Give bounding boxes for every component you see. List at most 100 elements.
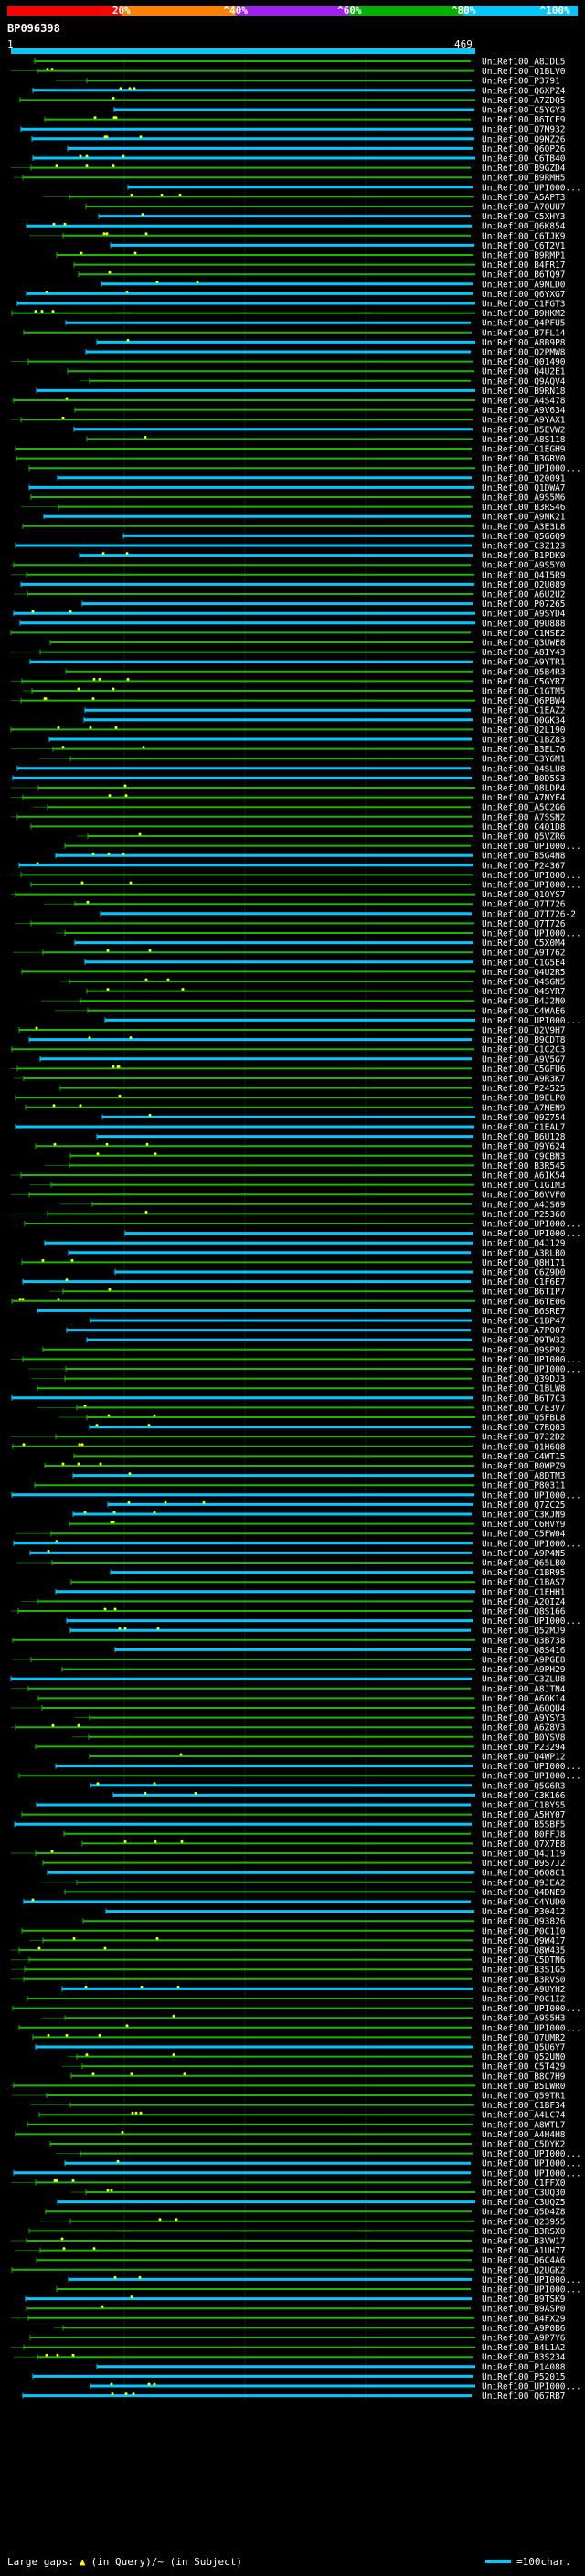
hit-label[interactable]: UniRef100_A6IK54 [482, 1171, 566, 1182]
hit-label[interactable]: UniRef100_UPI000... [482, 1539, 581, 1549]
hit-label[interactable]: UniRef100_UPI000... [482, 2275, 581, 2285]
hit-label[interactable]: UniRef100_B6U128 [482, 1132, 566, 1142]
hit-label[interactable]: UniRef100_UPI000... [482, 1762, 581, 1772]
hit-label[interactable]: UniRef100_B3S234 [482, 2353, 566, 2363]
hit-label[interactable]: UniRef100_Q5FBL8 [482, 1414, 566, 1424]
hit-label[interactable]: UniRef100_C3Y6M1 [482, 755, 566, 765]
hit-label[interactable]: UniRef100_Q1H6Q8 [482, 1442, 566, 1452]
hit-label[interactable]: UniRef100_Q23955 [482, 2217, 566, 2227]
hit-label[interactable]: UniRef100_Q5B4R3 [482, 667, 566, 677]
hit-label[interactable]: UniRef100_C6Z9D0 [482, 1268, 566, 1278]
hit-label[interactable]: UniRef100_A9YTR1 [482, 658, 566, 668]
hit-label[interactable]: UniRef100_C3Z123 [482, 542, 566, 552]
hit-label[interactable]: UniRef100_Q65LB0 [482, 1559, 566, 1569]
hit-label[interactable]: UniRef100_P80311 [482, 1481, 566, 1491]
hit-label[interactable]: UniRef100_A9V5G7 [482, 1055, 566, 1065]
hit-label[interactable]: UniRef100_P07265 [482, 599, 566, 610]
hit-label[interactable]: UniRef100_A8IY43 [482, 648, 566, 658]
hit-label[interactable]: UniRef100_Q2U089 [482, 580, 566, 590]
hit-label[interactable]: UniRef100_A1UH77 [482, 2246, 566, 2256]
hit-label[interactable]: UniRef100_Q6YXG7 [482, 290, 566, 300]
hit-label[interactable]: UniRef100_Q8S166 [482, 1607, 566, 1617]
hit-label[interactable]: UniRef100_Q9W417 [482, 1936, 566, 1946]
hit-label[interactable]: UniRef100_A2QIZ4 [482, 1597, 566, 1607]
hit-label[interactable]: UniRef100_C1GTM5 [482, 687, 566, 697]
hit-label[interactable]: UniRef100_Q7X7E8 [482, 1839, 566, 1850]
hit-label[interactable]: UniRef100_B6T7C3 [482, 1394, 566, 1404]
hit-label[interactable]: UniRef100_Q4WP12 [482, 1753, 566, 1763]
hit-label[interactable]: UniRef100_A9T762 [482, 949, 566, 959]
hit-label[interactable]: UniRef100_C5GFU6 [482, 1065, 566, 1075]
hit-label[interactable]: UniRef100_A7MEN9 [482, 1103, 566, 1113]
hit-label[interactable]: UniRef100_C4WT15 [482, 1452, 566, 1462]
hit-label[interactable]: UniRef100_A8DTM3 [482, 1471, 566, 1481]
hit-label[interactable]: UniRef100_C5YGY3 [482, 106, 566, 116]
hit-label[interactable]: UniRef100_B1PDK9 [482, 551, 566, 561]
hit-label[interactable]: UniRef100_A5APT3 [482, 193, 566, 203]
hit-label[interactable]: UniRef100_Q4J119 [482, 1850, 566, 1860]
hit-label[interactable]: UniRef100_UPI000... [482, 929, 581, 939]
hit-label[interactable]: UniRef100_Q01490 [482, 357, 566, 367]
hit-label[interactable]: UniRef100_A4H4H8 [482, 2130, 566, 2140]
hit-label[interactable]: UniRef100_Q39DJ3 [482, 1374, 566, 1384]
hit-label[interactable]: UniRef100_B4J2N0 [482, 997, 566, 1007]
hit-label[interactable]: UniRef100_C1BLW8 [482, 1384, 566, 1394]
hit-label[interactable]: UniRef100_Q67RB7 [482, 2391, 566, 2401]
hit-label[interactable]: UniRef100_C3UQZ5 [482, 2198, 566, 2208]
hit-label[interactable]: UniRef100_A9YSY3 [482, 1713, 566, 1723]
hit-label[interactable]: UniRef100_P3791 [482, 77, 560, 87]
hit-label[interactable]: UniRef100_C1FGT3 [482, 300, 566, 310]
hit-label[interactable]: UniRef100_A6Z8V3 [482, 1723, 566, 1733]
hit-label[interactable]: UniRef100_C1BP47 [482, 1317, 566, 1327]
hit-label[interactable]: UniRef100_UPI000... [482, 2382, 581, 2392]
hit-label[interactable]: UniRef100_P25360 [482, 1210, 566, 1220]
hit-label[interactable]: UniRef100_P24367 [482, 861, 566, 871]
hit-label[interactable]: UniRef100_A6U2U2 [482, 590, 566, 600]
hit-label[interactable]: UniRef100_B3R545 [482, 1161, 566, 1171]
hit-label[interactable]: UniRef100_Q6QP26 [482, 144, 566, 154]
hit-label[interactable]: UniRef100_A9P7Y6 [482, 2334, 566, 2344]
hit-label[interactable]: UniRef100_Q2V9H7 [482, 1026, 566, 1036]
hit-label[interactable]: UniRef100_P24525 [482, 1084, 566, 1094]
hit-label[interactable]: UniRef100_Q9AQV4 [482, 376, 566, 387]
hit-label[interactable]: UniRef100_Q8LDP4 [482, 784, 566, 794]
hit-label[interactable]: UniRef100_C5T429 [482, 2062, 566, 2072]
hit-label[interactable]: UniRef100_UPI000... [482, 464, 581, 474]
hit-label[interactable]: UniRef100_A7NYF4 [482, 793, 566, 803]
hit-label[interactable]: UniRef100_B9ELP0 [482, 1094, 566, 1104]
hit-label[interactable]: UniRef100_C5GYR7 [482, 677, 566, 687]
hit-label[interactable]: UniRef100_B5G4N8 [482, 852, 566, 862]
hit-label[interactable]: UniRef100_Q9MZ26 [482, 134, 566, 144]
hit-label[interactable]: UniRef100_Q4DNE9 [482, 1888, 566, 1898]
hit-label[interactable]: UniRef100_Q9U888 [482, 619, 566, 629]
hit-label[interactable]: UniRef100_B3S1G5 [482, 1966, 566, 1976]
hit-label[interactable]: UniRef100_Q4J129 [482, 1239, 566, 1249]
hit-label[interactable]: UniRef100_Q1BLV0 [482, 67, 566, 77]
hit-label[interactable]: UniRef100_UPI000... [482, 1490, 581, 1500]
hit-label[interactable]: UniRef100_A9S5M6 [482, 493, 566, 504]
hit-label[interactable]: UniRef100_C6TB40 [482, 154, 566, 164]
hit-label[interactable]: UniRef100_UPI000... [482, 183, 581, 193]
hit-label[interactable]: UniRef100_Q3B738 [482, 1636, 566, 1646]
hit-label[interactable]: UniRef100_Q8H171 [482, 1258, 566, 1268]
hit-label[interactable]: UniRef100_A8S118 [482, 435, 566, 445]
hit-label[interactable]: UniRef100_B4FR17 [482, 260, 566, 270]
hit-label[interactable]: UniRef100_Q7M932 [482, 125, 566, 135]
hit-label[interactable]: UniRef100_Q2PMW8 [482, 348, 566, 358]
hit-label[interactable]: UniRef100_B9GZD4 [482, 164, 566, 174]
hit-label[interactable]: UniRef100_A3E3L8 [482, 522, 566, 532]
hit-label[interactable]: UniRef100_Q9TW32 [482, 1336, 566, 1346]
hit-label[interactable]: UniRef100_B5LWR0 [482, 2082, 566, 2092]
hit-label[interactable]: UniRef100_C4Q1D8 [482, 822, 566, 832]
hit-label[interactable]: UniRef100_Q9JEA2 [482, 1878, 566, 1888]
hit-label[interactable]: UniRef100_A9YAX1 [482, 416, 566, 426]
hit-label[interactable]: UniRef100_C1MSE2 [482, 629, 566, 639]
hit-label[interactable]: UniRef100_A8JDL5 [482, 58, 566, 68]
hit-label[interactable]: UniRef100_A5C2G6 [482, 803, 566, 813]
hit-label[interactable]: UniRef100_Q9Z754 [482, 1113, 566, 1123]
hit-label[interactable]: UniRef100_Q4SGN5 [482, 978, 566, 988]
hit-label[interactable]: UniRef100_A9V634 [482, 406, 566, 416]
hit-label[interactable]: UniRef100_C1FFX0 [482, 2178, 566, 2189]
hit-label[interactable]: UniRef100_C5XHY3 [482, 212, 566, 222]
hit-label[interactable]: UniRef100_C1EAL7 [482, 1123, 566, 1133]
